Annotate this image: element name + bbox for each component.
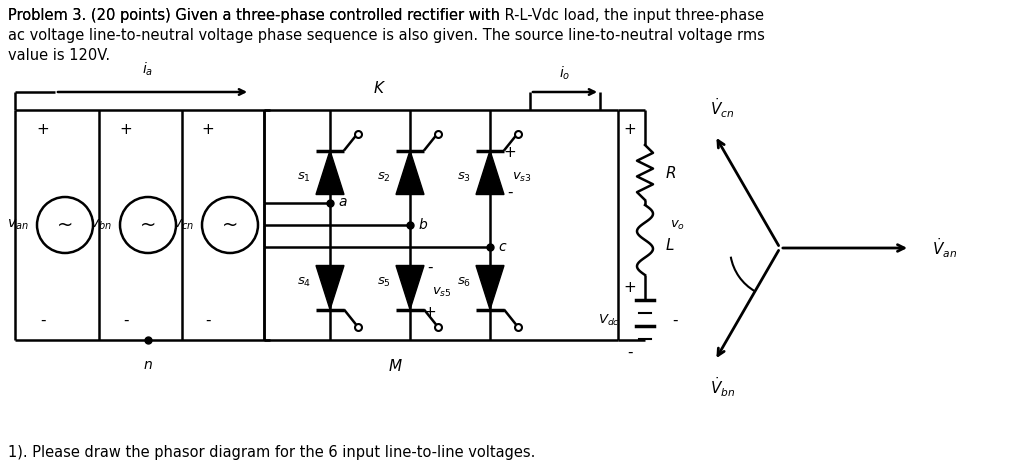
Text: $s_1$: $s_1$ xyxy=(297,171,312,184)
Text: $\dot{V}_{cn}$: $\dot{V}_{cn}$ xyxy=(710,97,734,120)
Polygon shape xyxy=(396,265,425,310)
Text: 1). Please draw the phasor diagram for the 6 input line-to-line voltages.: 1). Please draw the phasor diagram for t… xyxy=(8,445,535,460)
Text: ~: ~ xyxy=(139,216,156,235)
Text: $i_a$: $i_a$ xyxy=(142,61,153,78)
Text: $s_3$: $s_3$ xyxy=(457,171,471,184)
Text: $s_2$: $s_2$ xyxy=(378,171,391,184)
Text: ~: ~ xyxy=(222,216,238,235)
Text: $v_o$: $v_o$ xyxy=(670,219,685,232)
Text: ~: ~ xyxy=(57,216,73,235)
Text: $R$: $R$ xyxy=(665,164,676,181)
Text: $s_5$: $s_5$ xyxy=(377,276,391,289)
Text: +: + xyxy=(624,280,636,294)
Text: -: - xyxy=(672,312,678,328)
Polygon shape xyxy=(316,151,344,194)
Text: +: + xyxy=(504,145,516,160)
Text: +: + xyxy=(37,122,50,137)
Text: $s_4$: $s_4$ xyxy=(297,276,312,289)
Text: +: + xyxy=(202,122,215,137)
Polygon shape xyxy=(396,151,425,194)
Text: $s_6$: $s_6$ xyxy=(457,276,471,289)
Text: -: - xyxy=(507,185,513,200)
Polygon shape xyxy=(476,151,504,194)
Text: value is 120V.: value is 120V. xyxy=(8,48,110,63)
Text: $v_{s3}$: $v_{s3}$ xyxy=(512,171,531,184)
Text: +: + xyxy=(120,122,132,137)
Text: -: - xyxy=(41,312,46,328)
Text: $a$: $a$ xyxy=(338,195,347,210)
Text: Problem 3. (20 points) Given a three-phase controlled rectifier with R-L-Vdc loa: Problem 3. (20 points) Given a three-pha… xyxy=(8,8,764,23)
Polygon shape xyxy=(476,265,504,310)
Text: $v_{an}$: $v_{an}$ xyxy=(7,218,29,232)
Text: $M$: $M$ xyxy=(388,358,402,374)
Text: $b$: $b$ xyxy=(418,217,429,232)
Text: Problem 3. (20 points) Given a three-phase controlled rectifier with: Problem 3. (20 points) Given a three-pha… xyxy=(8,8,505,23)
Text: $\dot{V}_{bn}$: $\dot{V}_{bn}$ xyxy=(710,375,735,399)
Text: $v_{cn}$: $v_{cn}$ xyxy=(173,218,194,232)
Text: $v_{bn}$: $v_{bn}$ xyxy=(91,218,112,232)
Text: -: - xyxy=(123,312,128,328)
Text: +: + xyxy=(624,122,636,137)
Text: $i_o$: $i_o$ xyxy=(559,64,571,82)
Text: $L$: $L$ xyxy=(665,237,675,253)
Text: ac voltage line-to-neutral voltage phase sequence is also given. The source line: ac voltage line-to-neutral voltage phase… xyxy=(8,28,765,43)
Text: $V_{dc}$: $V_{dc}$ xyxy=(599,312,620,328)
Text: -: - xyxy=(627,345,633,359)
Text: Problem 3. (20 points) Given a three-phase controlled rectifier with            : Problem 3. (20 points) Given a three-pha… xyxy=(8,8,645,23)
Text: -: - xyxy=(206,312,211,328)
Text: $c$: $c$ xyxy=(498,239,507,254)
Text: $\dot{V}_{an}$: $\dot{V}_{an}$ xyxy=(932,236,957,260)
Text: $n$: $n$ xyxy=(144,358,153,372)
Text: +: + xyxy=(423,305,437,320)
Text: $v_{s5}$: $v_{s5}$ xyxy=(432,286,452,299)
Polygon shape xyxy=(316,265,344,310)
Text: -: - xyxy=(428,260,433,275)
Text: $K$: $K$ xyxy=(374,80,387,96)
